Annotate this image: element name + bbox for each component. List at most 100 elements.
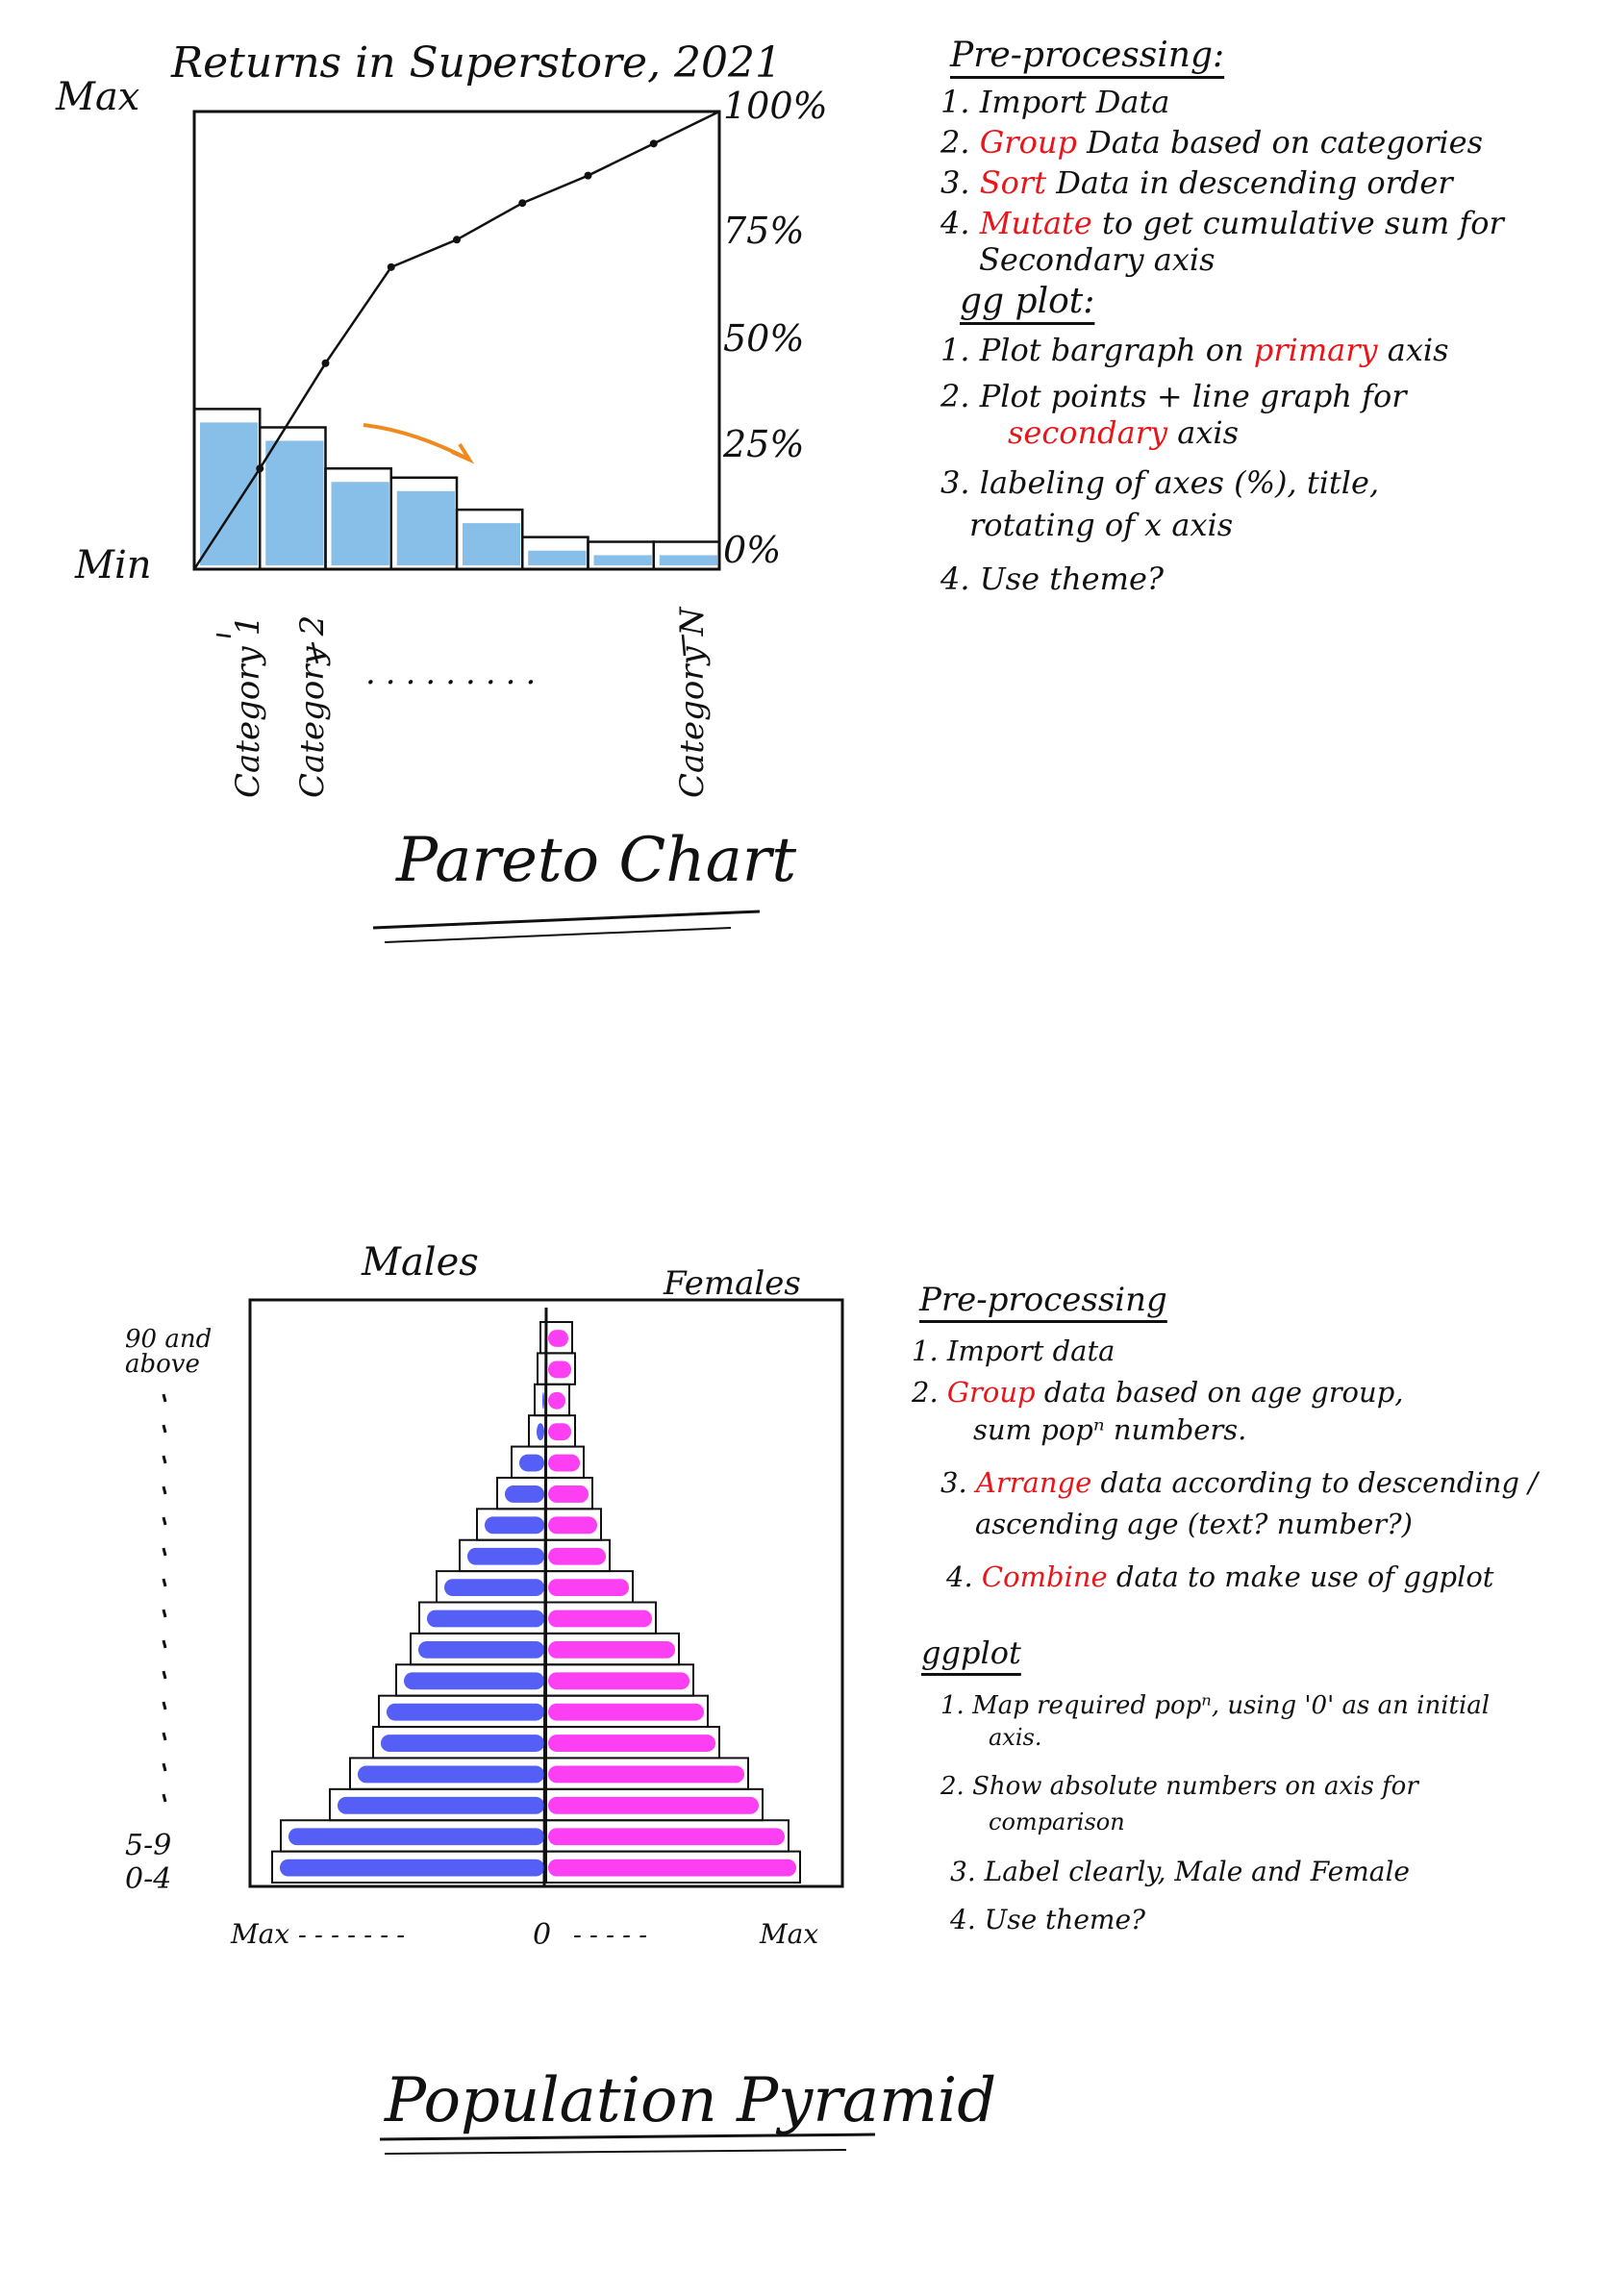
pyramid-age-tick — [162, 1578, 167, 1587]
pareto-pct-50: 50% — [723, 317, 805, 360]
pyramid-male-bar — [505, 1485, 544, 1503]
pyramid-female-bar — [548, 1859, 796, 1877]
pyramid-male-bar — [358, 1765, 544, 1784]
pareto-gg-item-3-cont: rotating of x axis — [969, 507, 1234, 543]
pareto-bar-fill — [396, 490, 455, 565]
pyramid-age-tick — [162, 1547, 167, 1557]
pyramid-pre-item-3: 3. Arrange data according to descending … — [940, 1466, 1538, 1499]
pyramid-title-underline — [379, 2133, 876, 2141]
pyramid-ggplot-heading: ggplot — [921, 1635, 1021, 1671]
pareto-category-ellipsis: ········· — [365, 663, 546, 702]
pyramid-gg-item-2: 2. Show absolute numbers on axis for — [940, 1772, 1418, 1801]
pyramid-age-tick — [162, 1485, 167, 1495]
pyramid-x-dots-left: - - - - - - - — [298, 1921, 406, 1950]
pyramid-age-tick — [162, 1424, 167, 1434]
pareto-cumulative-point — [387, 262, 395, 271]
pyramid-age-tick — [162, 1670, 167, 1680]
pyramid-female-bar — [548, 1423, 571, 1441]
pyramid-female-bar — [548, 1547, 606, 1565]
pyramid-top-age-label: 90 and above — [125, 1325, 213, 1379]
pyramid-age-tick — [162, 1793, 167, 1803]
pyramid-female-bar — [548, 1796, 759, 1814]
pareto-cumulative-point — [518, 199, 527, 208]
pareto-y-min-label: Min — [75, 543, 152, 587]
pyramid-x-label-max-right: Max — [760, 1918, 819, 1950]
pyramid-male-bar — [381, 1734, 544, 1752]
pareto-pre-item-4-cont: Secondary axis — [979, 241, 1216, 278]
pareto-gg-item-3: 3. labeling of axes (%), title, — [940, 464, 1380, 501]
pyramid-x-dots-right: - - - - - — [573, 1921, 647, 1950]
pareto-bar-fill — [528, 550, 587, 565]
pareto-cumulative-point — [321, 359, 330, 367]
pyramid-age-label-0-4: 0-4 — [125, 1862, 172, 1896]
pyramid-pre-item-3-cont: ascending age (text? number?) — [975, 1508, 1413, 1540]
pyramid-notes: Pre-processing 1. Import data 2. Group d… — [912, 1284, 1575, 1934]
pyramid-age-ticks — [162, 1393, 167, 1803]
pyramid-age-tick — [162, 1516, 167, 1526]
pyramid-female-bar — [548, 1828, 785, 1846]
pareto-bar-fill — [265, 440, 324, 565]
pyramid-male-bar — [404, 1672, 544, 1690]
pyramid-preprocessing-heading: Pre-processing — [919, 1281, 1167, 1319]
pareto-category-tick — [215, 633, 232, 638]
pyramid-female-bar — [548, 1765, 744, 1784]
pyramid-age-tick — [162, 1701, 167, 1710]
pareto-title-underline-2 — [384, 927, 732, 943]
pareto-pct-25: 25% — [723, 423, 805, 465]
pareto-gg-item-2: 2. Plot points + line graph for — [940, 378, 1407, 414]
pyramid-female-bar — [548, 1579, 629, 1597]
pyramid-female-bar — [548, 1703, 704, 1721]
pyramid-pre-item-1: 1. Import data — [912, 1335, 1115, 1367]
pyramid-age-tick — [162, 1609, 167, 1618]
pyramid-male-bar — [427, 1610, 544, 1628]
pareto-bar-fill — [463, 523, 521, 565]
pyramid-male-bar — [288, 1828, 544, 1846]
pareto-pre-item-2: 2. Group Data based on categories — [940, 124, 1483, 161]
pyramid-gg-item-1-cont: axis. — [989, 1724, 1042, 1751]
pyramid-age-tick — [162, 1455, 167, 1464]
pareto-trend-arrow-head — [451, 442, 475, 464]
pareto-category-tick — [681, 634, 687, 657]
pareto-cumulative-point — [453, 236, 461, 244]
pyramid-age-tick — [162, 1732, 167, 1741]
pareto-bar-fill — [593, 555, 652, 565]
pyramid-female-bar — [548, 1734, 715, 1752]
pareto-gg-item-2-cont: secondary axis — [1008, 414, 1240, 451]
pareto-pct-100: 100% — [723, 85, 828, 127]
pareto-ggplot-heading: gg plot: — [960, 282, 1095, 321]
pareto-chart-name: Pareto Chart — [396, 825, 797, 896]
pareto-bar-fill — [659, 555, 717, 565]
pyramid-chart-name: Population Pyramid — [385, 2065, 997, 2136]
pyramid-female-bar — [548, 1330, 568, 1347]
pyramid-x-label-max-left: Max — [231, 1918, 290, 1950]
pyramid-male-bar — [467, 1547, 544, 1565]
pyramid-male-bar — [519, 1454, 544, 1472]
pyramid-pre-item-4: 4. Combine data to make use of ggplot — [946, 1560, 1494, 1593]
pyramid-female-bar — [548, 1516, 597, 1535]
pareto-bar-fill — [331, 482, 389, 565]
pyramid-age-label-5-9: 5-9 — [125, 1829, 172, 1862]
pyramid-female-bar — [548, 1485, 589, 1503]
pyramid-male-bar — [485, 1516, 544, 1535]
pyramid-female-bar-outline — [545, 1321, 573, 1355]
pyramid-male-bar — [537, 1423, 544, 1441]
pyramid-title-underline-2 — [384, 2149, 847, 2155]
pareto-pre-item-1: 1. Import Data — [940, 84, 1170, 120]
pyramid-male-bar — [338, 1796, 544, 1814]
pareto-preprocessing-heading: Pre-processing: — [950, 36, 1225, 75]
pareto-bar-outline — [652, 540, 721, 569]
pyramid-plot-frame — [248, 1298, 844, 1888]
pyramid-age-tick — [162, 1762, 167, 1772]
pyramid-gg-item-1: 1. Map required popⁿ, using '0' as an in… — [940, 1691, 1491, 1720]
pyramid-female-bar — [548, 1610, 652, 1628]
pareto-cumulative-point — [649, 139, 658, 148]
pyramid-age-tick — [162, 1393, 167, 1403]
pareto-notes: Pre-processing: 1. Import Data 2. Group … — [940, 36, 1556, 595]
pyramid-female-bar — [548, 1640, 675, 1659]
pyramid-female-bar — [548, 1672, 689, 1690]
pyramid-gg-item-4: 4. Use theme? — [950, 1904, 1146, 1935]
pareto-pct-75: 75% — [723, 210, 805, 252]
pyramid-male-bar — [387, 1703, 544, 1721]
pyramid-female-label: Females — [664, 1264, 801, 1303]
